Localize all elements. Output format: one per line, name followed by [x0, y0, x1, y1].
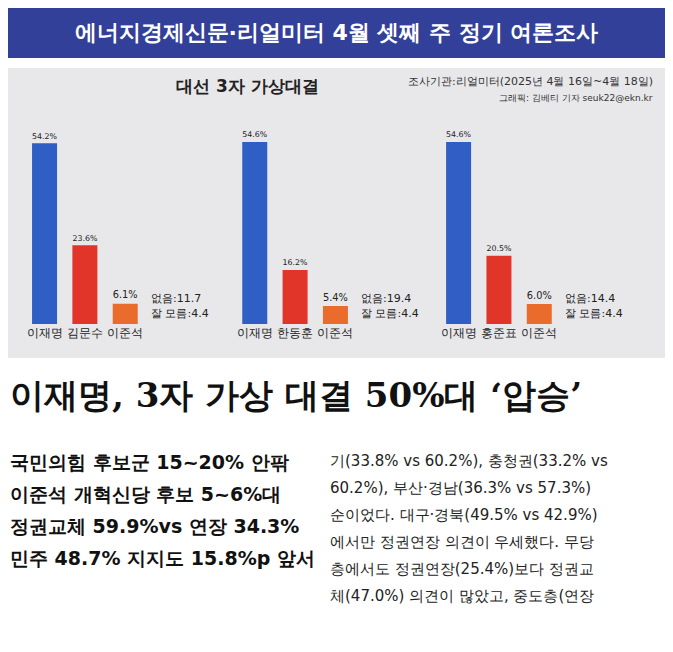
html-text:에너지경제신문·리얼미터 4월 셋째 주 정기 여론조사: 에너지경제신문·리얼미터 4월 셋째 주 정기 여론조사	[74, 20, 599, 45]
svg-text:대선 3자 가상대결: 대선 3자 가상대결	[176, 76, 319, 96]
html-text:층에서도 정권연장(25.4%)보다 정권교: 층에서도 정권연장(25.4%)보다 정권교	[330, 560, 594, 578]
svg-text:한동훈: 한동훈	[277, 326, 313, 340]
html-text:에서만 정권연장 의견이 우세했다. 무당: 에서만 정권연장 의견이 우세했다. 무당	[330, 533, 594, 551]
html-text:민주 48.7% 지지도 15.8%p 앞서: 민주 48.7% 지지도 15.8%p 앞서	[10, 547, 315, 569]
svg-text:6.0%: 6.0%	[527, 290, 552, 301]
svg-text:잘 모름:4.4: 잘 모름:4.4	[151, 307, 209, 320]
svg-text:54.6%: 54.6%	[446, 130, 471, 139]
html-text:60.2%), 부산·경남(36.3% vs 57.3%): 60.2%), 부산·경남(36.3% vs 57.3%)	[330, 479, 591, 497]
html-text:순이었다. 대구·경북(49.5% vs 42.9%): 순이었다. 대구·경북(49.5% vs 42.9%)	[330, 506, 598, 524]
svg-text:이준석: 이준석	[107, 326, 143, 340]
html-text:기(33.8% vs 60.2%), 충청권(33.2% v: 기(33.8% vs 60.2%), 충청권(33.2% vs	[330, 452, 608, 470]
svg-text:이준석: 이준석	[317, 326, 353, 340]
svg-text:김문수: 김문수	[67, 326, 103, 340]
svg-text:잘 모름:4.4: 잘 모름:4.4	[361, 307, 419, 320]
svg-text:없음:14.4: 없음:14.4	[565, 292, 615, 305]
html-text:이재명, 3자 가상 대결 50%대 ‘압승’: 이재명, 3자 가상 대결 50%대 ‘압승’	[10, 375, 582, 415]
svg-text:이재명: 이재명	[27, 326, 63, 340]
svg-text:그래픽: 김베티 기자 seuk22@ekn.kr: 그래픽: 김베티 기자 seuk22@ekn.kr	[499, 93, 653, 103]
svg-text:이재명: 이재명	[441, 326, 477, 340]
svg-text:20.5%: 20.5%	[486, 244, 511, 253]
html-text:국민의힘 후보군 15~20% 안팎: 국민의힘 후보군 15~20% 안팎	[10, 451, 289, 473]
html-text:체(47.0%) 의견이 많았고, 중도층(연장: 체(47.0%) 의견이 많았고, 중도층(연장	[330, 587, 595, 605]
html-text:정권교체 59.9%vs 연장 34.3%: 정권교체 59.9%vs 연장 34.3%	[10, 515, 300, 537]
svg-text:54.6%: 54.6%	[242, 130, 267, 139]
svg-text:이재명: 이재명	[237, 326, 273, 340]
svg-text:5.4%: 5.4%	[323, 292, 348, 303]
svg-text:홍준표: 홍준표	[481, 326, 517, 340]
svg-text:잘 모름:4.4: 잘 모름:4.4	[565, 307, 623, 320]
svg-text:23.6%: 23.6%	[72, 234, 97, 243]
svg-text:조사기관:리얼미터(2025년 4월 16일~4월 18일): 조사기관:리얼미터(2025년 4월 16일~4월 18일)	[408, 75, 653, 88]
svg-text:없음:11.7: 없음:11.7	[151, 292, 201, 305]
svg-text:이준석: 이준석	[521, 326, 557, 340]
svg-text:없음:19.4: 없음:19.4	[361, 292, 411, 305]
svg-text:54.2%: 54.2%	[32, 132, 57, 141]
html-text:이준석 개혁신당 후보 5~6%대: 이준석 개혁신당 후보 5~6%대	[10, 483, 282, 505]
svg-text:6.1%: 6.1%	[113, 289, 138, 300]
svg-text:16.2%: 16.2%	[283, 258, 308, 267]
